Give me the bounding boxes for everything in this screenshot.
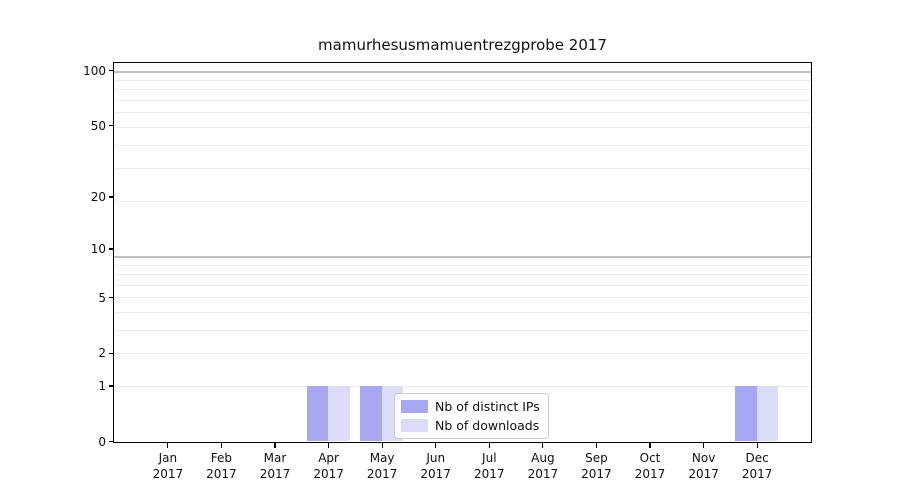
x-tick-label: Jan 2017 <box>133 450 203 482</box>
y-tick-label: 50 <box>90 118 106 133</box>
x-tick-month: Sep <box>585 451 608 465</box>
x-tick-label: Feb 2017 <box>186 450 256 482</box>
x-tick-year: 2017 <box>206 467 237 481</box>
x-tick-month: May <box>369 451 395 465</box>
x-tick-year: 2017 <box>366 467 398 481</box>
legend-entry: Nb of downloads <box>401 418 540 433</box>
gridline-minor <box>114 100 811 101</box>
x-tick-label: Aug 2017 <box>508 450 578 482</box>
x-tick-month: Nov <box>691 451 716 465</box>
gridline-minor <box>114 297 811 299</box>
x-tick-mark <box>435 443 437 448</box>
y-tick-mark <box>108 70 113 72</box>
bar-downloads <box>328 385 350 442</box>
gridline-minor <box>114 145 811 146</box>
gridline-minor <box>114 127 811 129</box>
x-tick-month: Jan <box>158 451 178 465</box>
y-tick-label: 0 <box>98 434 106 449</box>
gridline-minor <box>114 385 811 387</box>
x-tick-label: May 2017 <box>347 450 417 482</box>
x-tick-mark <box>327 443 330 448</box>
x-tick-label: Apr 2017 <box>294 450 364 482</box>
plot-area <box>113 62 812 443</box>
y-tick-mark <box>108 352 113 355</box>
x-tick-label: Jun 2017 <box>401 450 471 482</box>
x-tick-label: Dec 2017 <box>722 450 792 482</box>
x-tick-mark <box>167 443 169 448</box>
y-tick-mark <box>108 297 113 299</box>
x-tick-month: Apr <box>318 451 339 465</box>
gridline-minor <box>114 79 811 81</box>
x-tick-label: Sep 2017 <box>561 450 631 482</box>
bar-distinct-ips <box>360 385 382 442</box>
gridline-minor <box>114 330 811 331</box>
bar-distinct-ips <box>735 385 757 442</box>
gridline-major <box>114 256 811 258</box>
gridline-minor <box>114 112 811 114</box>
x-tick-year: 2017 <box>688 467 719 481</box>
x-tick-month: Aug <box>531 451 555 465</box>
x-tick-mark <box>381 443 383 448</box>
x-tick-mark <box>488 443 490 448</box>
bar-distinct-ips <box>306 385 329 442</box>
legend-entry: Nb of distinct IPs <box>401 399 540 414</box>
x-tick-mark <box>756 443 758 448</box>
legend-entry-label: Nb of downloads <box>435 418 540 433</box>
y-tick-mark <box>108 385 113 387</box>
x-tick-year: 2017 <box>259 467 291 481</box>
x-tick-year: 2017 <box>634 467 666 481</box>
x-tick-year: 2017 <box>527 467 559 481</box>
gridline-minor <box>114 353 811 355</box>
y-tick-label: 2 <box>98 346 106 361</box>
gridline-minor <box>114 89 811 91</box>
x-tick-year: 2017 <box>741 467 773 481</box>
x-tick-label: Oct 2017 <box>615 450 685 482</box>
x-tick-month: Jun <box>426 451 446 465</box>
x-tick-label: Jul 2017 <box>454 450 524 482</box>
y-tick-mark <box>108 125 113 127</box>
x-tick-year: 2017 <box>152 467 184 481</box>
y-tick-mark <box>108 196 113 198</box>
x-tick-year: 2017 <box>474 467 505 481</box>
legend: Nb of distinct IPs Nb of downloads <box>394 393 549 439</box>
x-tick-month: Mar <box>263 451 287 465</box>
y-tick-label: 10 <box>90 242 106 256</box>
y-tick-mark <box>108 441 113 443</box>
chart-title: mamurhesusmamuentrezgprobe 2017 <box>318 36 607 54</box>
gridline-minor <box>114 168 811 170</box>
legend-entry-label: Nb of distinct IPs <box>435 399 540 414</box>
gridline-minor <box>114 264 811 266</box>
gridline-minor <box>114 274 811 276</box>
y-tick-label: 100 <box>83 63 106 78</box>
x-tick-year: 2017 <box>581 467 612 481</box>
y-tick-label: 1 <box>98 379 106 393</box>
x-tick-label: Nov 2017 <box>669 450 739 482</box>
y-tick-label: 5 <box>98 290 106 305</box>
x-tick-mark <box>274 443 276 448</box>
gridline-minor <box>114 285 811 287</box>
x-tick-mark <box>595 443 598 448</box>
x-tick-year: 2017 <box>313 467 344 481</box>
gridline-major <box>114 71 811 73</box>
x-tick-mark <box>649 443 651 448</box>
legend-swatch-downloads <box>401 419 428 432</box>
x-tick-mark <box>702 443 705 448</box>
x-tick-year: 2017 <box>420 467 451 481</box>
gridline-minor <box>114 200 811 202</box>
y-tick-label: 20 <box>90 190 106 205</box>
legend-swatch-distinct-ips <box>401 400 428 413</box>
x-tick-month: Jul <box>482 451 497 465</box>
gridline-minor <box>114 312 811 314</box>
x-tick-label: Mar 2017 <box>240 450 310 482</box>
x-tick-month: Feb <box>210 451 233 465</box>
y-tick-mark <box>108 248 113 250</box>
x-tick-month: Dec <box>745 451 769 465</box>
x-tick-mark <box>542 443 544 448</box>
x-tick-mark <box>220 443 223 448</box>
bar-downloads <box>756 385 779 442</box>
x-tick-month: Oct <box>639 451 661 465</box>
